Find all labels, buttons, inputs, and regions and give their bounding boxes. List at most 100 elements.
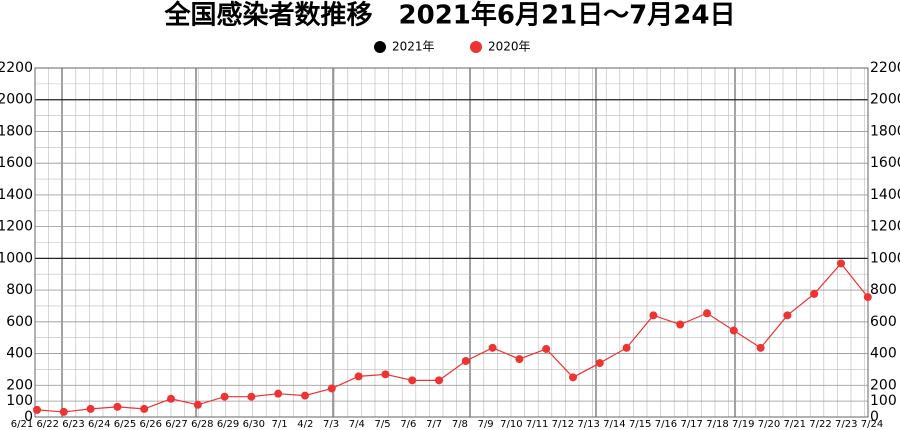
- y-tick-label: 100: [6, 393, 33, 409]
- y2-tick-label: 1600: [870, 155, 900, 171]
- data-point: [167, 394, 175, 403]
- x-tick-label: 7/6: [400, 419, 416, 430]
- data-point: [756, 343, 765, 352]
- x-tick-label: 6/21: [11, 419, 33, 430]
- x-tick-label: 7/17: [680, 419, 702, 430]
- x-tick-label: 7/7: [426, 419, 442, 430]
- x-tick-label: 6/27: [165, 419, 187, 430]
- x-tick-label: 7/5: [375, 419, 391, 430]
- data-point: [220, 392, 229, 401]
- x-tick-label: 7/9: [478, 419, 494, 430]
- data-point: [569, 373, 577, 382]
- data-point: [461, 357, 470, 366]
- y-tick-label: 2200: [0, 60, 33, 76]
- x-tick-label: 6/30: [243, 419, 265, 430]
- y-tick-label: 1400: [0, 187, 33, 203]
- data-point: [354, 372, 363, 381]
- x-tick-label: 6/23: [62, 419, 84, 430]
- legend-label: 2021年: [392, 40, 435, 54]
- data-point: [327, 384, 336, 393]
- legend-marker: [470, 41, 482, 53]
- chart-title: 全国感染者数推移 2021年6月21日～7月24日: [164, 0, 736, 31]
- y2-tick-label: 800: [870, 282, 897, 298]
- y-tick-label: 800: [6, 282, 33, 298]
- x-tick-label: 7/21: [783, 419, 805, 430]
- x-tick-label: 7/3: [323, 419, 339, 430]
- x-tick-label: 6/24: [88, 419, 110, 430]
- y-tick-label: 600: [6, 314, 33, 330]
- data-point: [595, 359, 604, 368]
- data-point: [113, 402, 122, 411]
- data-point: [783, 311, 792, 320]
- x-tick-label: 6/29: [217, 419, 239, 430]
- x-tick-label: 7/20: [758, 419, 780, 430]
- y-tick-label: 1600: [0, 155, 33, 171]
- y-tick-label: 400: [6, 346, 33, 362]
- series-line: [36, 262, 869, 413]
- x-tick-label: 6/25: [114, 419, 136, 430]
- data-point: [301, 391, 309, 400]
- data-point: [435, 376, 443, 385]
- data-point: [703, 309, 711, 318]
- data-point: [59, 407, 68, 416]
- data-point: [810, 289, 819, 298]
- data-point: [488, 343, 497, 352]
- legend-label: 2020年: [488, 40, 531, 54]
- y-tick-label: 200: [6, 377, 33, 393]
- y-tick-label: 1800: [0, 123, 33, 139]
- x-tick-label: 7/23: [835, 419, 857, 430]
- data-point: [86, 404, 95, 413]
- x-tick-label: 6/22: [37, 419, 59, 430]
- y2-tick-label: 1800: [870, 123, 900, 139]
- x-tick-label: 4/2: [297, 419, 313, 430]
- y2-tick-label: 2000: [870, 92, 900, 108]
- x-tick-label: 7/19: [732, 419, 754, 430]
- plot-frame: [34, 67, 869, 418]
- y2-tick-label: 200: [870, 377, 897, 393]
- y2-tick-label: 0: [870, 409, 879, 425]
- x-tick-label: 7/24: [861, 419, 883, 430]
- y2-tick-label: 1400: [870, 187, 900, 203]
- data-point: [676, 320, 685, 329]
- data-point: [622, 343, 631, 352]
- data-point: [140, 404, 149, 413]
- x-tick-label: 7/12: [552, 419, 574, 430]
- y-tick-label: 2000: [0, 92, 33, 108]
- data-point: [274, 389, 283, 398]
- y2-tick-label: 100: [870, 393, 897, 409]
- y2-tick-label: 600: [870, 314, 897, 330]
- data-point: [408, 376, 417, 385]
- data-point: [542, 344, 551, 353]
- data-point: [193, 400, 202, 409]
- x-tick-label: 6/28: [191, 419, 213, 430]
- x-tick-label: 7/14: [603, 419, 625, 430]
- x-tick-label: 6/26: [140, 419, 162, 430]
- data-point: [33, 405, 41, 414]
- x-tick-label: 7/11: [526, 419, 548, 430]
- x-tick-label: 7/1: [272, 419, 288, 430]
- data-point: [381, 370, 390, 379]
- x-tick-label: 7/15: [629, 419, 651, 430]
- data-point: [837, 259, 845, 268]
- y2-tick-label: 2200: [870, 60, 900, 76]
- data-point: [863, 293, 872, 302]
- y2-tick-label: 1200: [870, 219, 900, 235]
- data-point: [515, 355, 524, 364]
- x-tick-label: 7/22: [809, 419, 831, 430]
- data-point: [649, 311, 658, 320]
- data-point: [247, 392, 256, 401]
- y2-tick-label: 400: [870, 346, 897, 362]
- x-tick-label: 7/4: [349, 419, 365, 430]
- y2-tick-label: 1000: [870, 250, 900, 266]
- y-tick-label: 0: [24, 409, 33, 425]
- x-tick-label: 7/16: [655, 419, 677, 430]
- legend-marker: [374, 41, 386, 53]
- x-tick-label: 7/8: [452, 419, 468, 430]
- data-point: [729, 326, 738, 335]
- x-tick-label: 7/13: [577, 419, 599, 430]
- x-tick-label: 7/18: [706, 419, 728, 430]
- y-tick-label: 1000: [0, 250, 33, 266]
- x-tick-label: 7/10: [500, 419, 522, 430]
- y-tick-label: 1200: [0, 219, 33, 235]
